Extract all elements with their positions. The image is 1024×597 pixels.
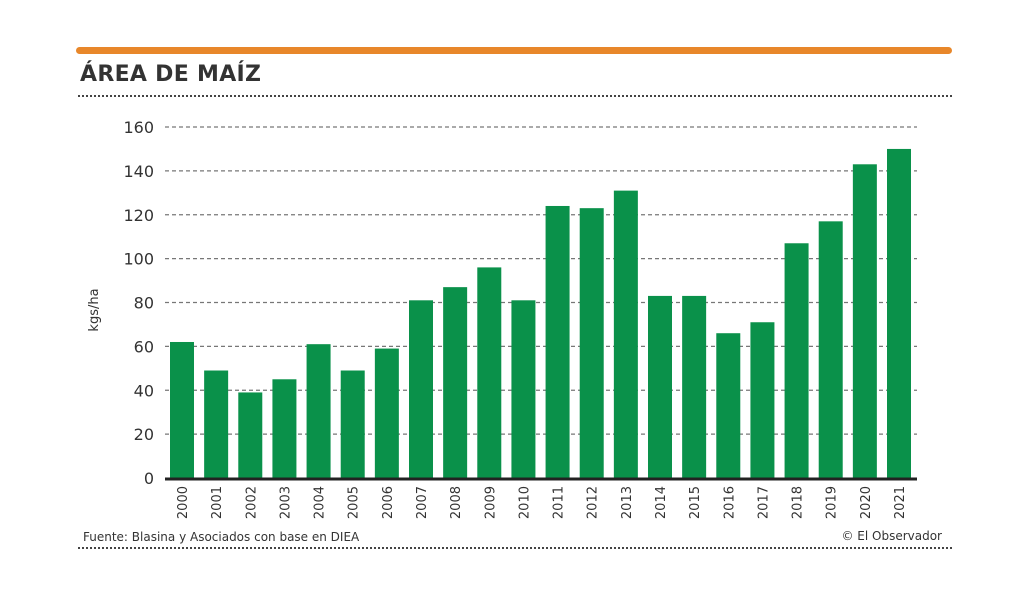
bar-2015: [682, 295, 707, 478]
y-tick-label: 0: [144, 469, 154, 488]
x-tick-label: 2009: [483, 486, 498, 519]
x-tick-label: 2005: [347, 486, 362, 519]
x-tick-label: 2001: [210, 486, 225, 519]
y-tick-label: 60: [134, 337, 154, 356]
bar-2004: [306, 344, 331, 478]
title-divider: [78, 95, 952, 97]
credit-note: © El Observador: [841, 529, 942, 543]
x-tick-label: 2015: [688, 486, 703, 519]
y-tick-label: 80: [134, 294, 154, 313]
x-tick-label: 2020: [859, 486, 874, 519]
x-tick-labels: 2000 2001 2002 2003 2004 2005 2006 2007 2008 2009…: [176, 486, 908, 519]
x-tick-label: 2021: [893, 486, 908, 519]
x-tick-label: 2011: [552, 486, 567, 519]
bar-2006: [374, 348, 399, 478]
footer-divider: [78, 547, 952, 549]
bar-2018: [784, 243, 809, 478]
x-tick-label: 2019: [825, 486, 840, 519]
x-tick-label: 2012: [586, 486, 601, 519]
y-tick-label: 120: [123, 206, 154, 225]
x-tick-label: 2007: [415, 486, 430, 519]
bar-2011: [545, 205, 570, 478]
bar-2001: [204, 370, 229, 478]
x-tick-label: 2010: [517, 486, 532, 519]
bar-2014: [648, 295, 672, 478]
y-tick-label: 140: [123, 162, 154, 181]
x-tick-label: 2013: [620, 486, 635, 519]
x-tick-label: 2003: [278, 486, 293, 519]
bar-2012: [579, 208, 604, 478]
x-tick-label: 2014: [654, 486, 669, 519]
x-tick-label: 2016: [722, 486, 737, 519]
x-tick-label: 2006: [381, 486, 396, 519]
x-tick-label: 2000: [176, 486, 191, 519]
bar-2021: [887, 148, 911, 478]
bars: [170, 148, 911, 479]
bar-2009: [477, 267, 502, 478]
x-tick-label: 2018: [791, 486, 806, 519]
bar-2000: [170, 341, 194, 478]
bar-2010: [511, 300, 536, 478]
y-tick-label: 20: [134, 425, 154, 444]
bar-2002: [238, 392, 263, 478]
y-tick-label: 40: [134, 381, 154, 400]
y-axis-label: kgs/ha: [87, 288, 102, 331]
bar-2008: [443, 287, 468, 478]
y-tick-labels: 0 20 40 60 80 100 120 140 160: [123, 118, 154, 488]
bar-2013: [613, 190, 638, 478]
bar-2005: [340, 370, 365, 478]
y-tick-label: 100: [123, 250, 154, 269]
bar-2019: [818, 221, 843, 479]
x-tick-label: 2002: [244, 486, 259, 519]
bar-2016: [716, 333, 741, 478]
bar-2007: [409, 300, 433, 478]
bar-2017: [750, 322, 775, 478]
bar-2003: [272, 379, 297, 478]
source-note: Fuente: Blasina y Asociados con base en …: [83, 530, 360, 544]
y-tick-label: 160: [123, 118, 154, 137]
chart-title: ÁREA DE MAÍZ: [80, 62, 262, 87]
x-tick-label: 2004: [313, 486, 328, 519]
bar-2020: [852, 164, 877, 478]
x-tick-label: 2017: [756, 486, 771, 519]
x-tick-label: 2008: [449, 486, 464, 519]
top-accent-rule: [76, 47, 952, 54]
